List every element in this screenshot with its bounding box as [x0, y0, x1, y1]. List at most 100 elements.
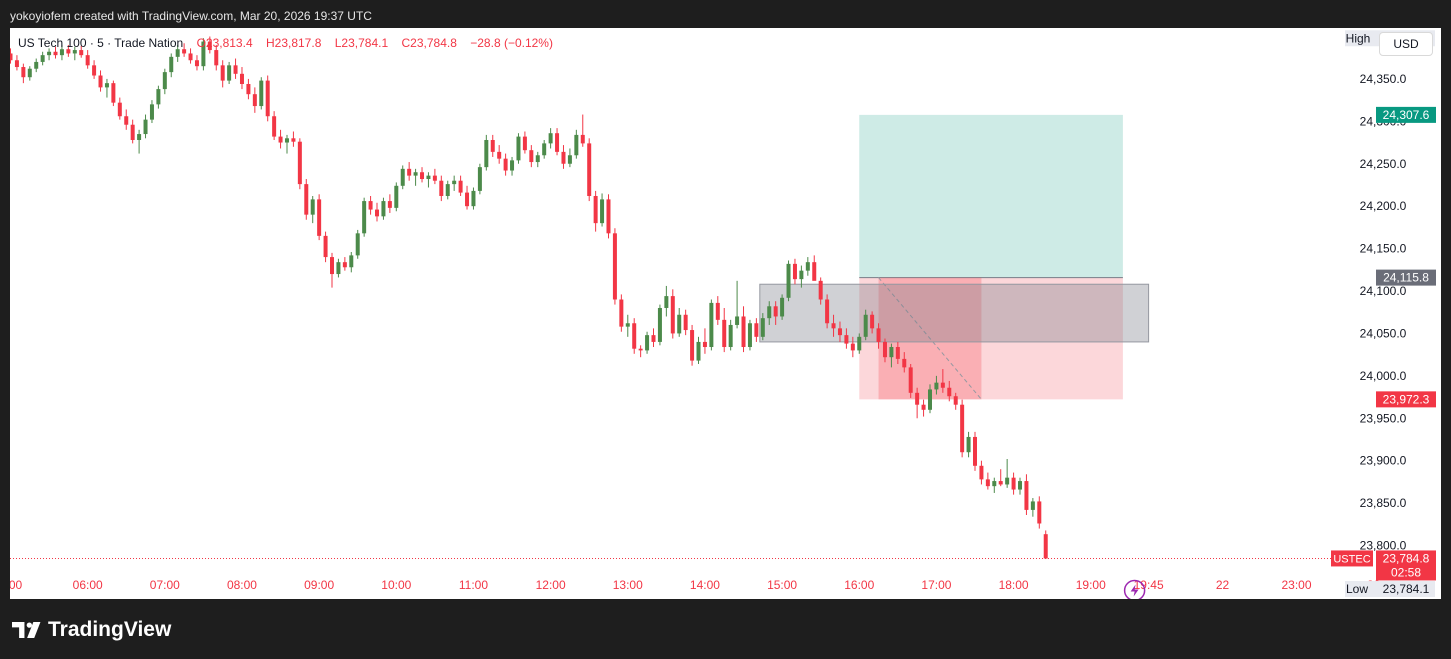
candle-body [465, 192, 470, 207]
candle-body [876, 328, 881, 342]
candle-body [747, 323, 752, 348]
candle-body [870, 314, 875, 329]
candle-body [831, 323, 836, 329]
chart-panel[interactable]: 23,800.0 23,850.0 23,900.0 23,950.0 24,000.0… [10, 28, 1441, 599]
close-label: C [401, 36, 411, 50]
target-price-tag-bg [1376, 106, 1436, 123]
candle-body [728, 324, 733, 348]
symbol-name[interactable]: US Tech 100 · 5 · Trade Nation [18, 36, 184, 50]
candle-body [690, 330, 695, 361]
candle-body [548, 133, 553, 144]
candle-body [439, 180, 444, 196]
candle-body [921, 404, 926, 410]
candle-body [1030, 501, 1035, 510]
candle-body [1018, 481, 1023, 490]
candle-body [998, 481, 1003, 485]
candle-body [934, 382, 939, 390]
candle-body [342, 262, 347, 268]
tradingview-logo-icon [12, 622, 41, 638]
candle-body [10, 53, 13, 61]
candle-body [252, 94, 257, 107]
candle-body [587, 143, 592, 196]
x-tick-label: 13:00 [613, 578, 643, 592]
change-value: −28.8 (−0.12%) [470, 36, 553, 50]
candle-body [510, 160, 515, 171]
candle-body [786, 263, 791, 298]
candle-body [1024, 481, 1029, 510]
x-tick-label: 5:00 [10, 578, 23, 592]
price-chart[interactable]: 23,800.0 23,850.0 23,900.0 23,950.0 24,000.0… [10, 28, 1441, 599]
candle-body [66, 49, 71, 54]
candle-body [137, 134, 142, 140]
candle-body [657, 307, 662, 342]
candle-body [452, 180, 457, 185]
candle-body [715, 302, 720, 320]
high-label: H [265, 36, 275, 50]
candle-body [857, 336, 862, 351]
candle-body [233, 65, 238, 74]
x-tick-label: 18:00 [999, 578, 1029, 592]
candle-body [34, 61, 39, 69]
entry-price-tag-bg [1376, 269, 1436, 286]
candle-body [805, 262, 810, 271]
low-marker-bg [1345, 581, 1435, 598]
candle-body [323, 235, 328, 258]
candle-body [754, 323, 759, 337]
symbol-tag-bg [1331, 550, 1373, 567]
position-target-zone [859, 114, 1123, 278]
y-tick-label: 24,250.0 [1360, 157, 1407, 171]
low-value: 23,784.1 [341, 36, 389, 50]
candle-body [304, 184, 309, 215]
candle-body [645, 335, 650, 351]
candle-body [490, 139, 495, 152]
symbol-tag: USTEC [1333, 553, 1370, 565]
candle-body [259, 80, 264, 107]
candle-body [882, 341, 887, 358]
candle-body [863, 314, 868, 337]
candle-body [278, 136, 283, 143]
x-tick-label: 14:00 [690, 578, 720, 592]
candle-body [940, 382, 945, 388]
candle-body [651, 335, 656, 342]
candle-body [1005, 477, 1010, 485]
candle-body [985, 479, 990, 487]
candle-body [162, 72, 167, 90]
x-tick-label: 17:00 [921, 578, 951, 592]
candle-body [432, 175, 437, 181]
candle-body [477, 167, 482, 191]
lightning-event-icon[interactable] [1123, 579, 1146, 599]
x-tick-label: 12:00 [536, 578, 566, 592]
candle-body [310, 199, 315, 215]
candle-body [72, 50, 77, 54]
candle-body [902, 358, 907, 368]
x-tick-label: 15:00 [767, 578, 797, 592]
candle-body [265, 80, 270, 117]
candle-body [330, 257, 334, 275]
candle-body [381, 201, 386, 217]
candle-body [1043, 534, 1048, 559]
entry-price-tag: 24,115.8 [1383, 271, 1429, 285]
position-path-line [878, 277, 982, 400]
candle-body [619, 299, 624, 327]
candle-body [124, 116, 129, 125]
candle-body [375, 209, 380, 217]
candle-body [111, 83, 116, 103]
currency-button[interactable]: USD [1379, 32, 1433, 56]
candle-body [349, 255, 354, 268]
candle-body [400, 168, 405, 186]
candle-body [522, 136, 527, 151]
candle-body [14, 60, 19, 68]
open-label: O [196, 36, 206, 50]
candle-body [117, 102, 122, 117]
y-tick-label: 23,850.0 [1360, 496, 1407, 510]
candle-body [149, 104, 154, 120]
candle-body [799, 270, 804, 280]
x-tick-label: 23:00 [1281, 578, 1311, 592]
y-tick-label: 24,350.0 [1360, 72, 1407, 86]
candle-body [542, 143, 547, 156]
candle-body [664, 296, 669, 308]
candle-body [130, 124, 135, 140]
candle-body [555, 133, 560, 152]
x-tick-label: 08:00 [227, 578, 257, 592]
close-value: 23,784.8 [410, 36, 457, 50]
